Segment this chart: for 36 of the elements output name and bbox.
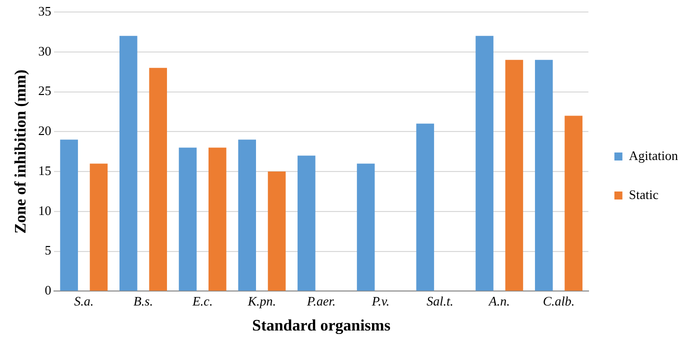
bar bbox=[476, 36, 494, 291]
x-tick-label: S.a. bbox=[74, 293, 94, 308]
bar bbox=[534, 60, 553, 291]
bar bbox=[268, 172, 286, 291]
y-tick-label: 5 bbox=[44, 242, 52, 258]
bar bbox=[564, 116, 582, 291]
bar bbox=[298, 156, 316, 291]
bar bbox=[238, 140, 256, 291]
bar bbox=[90, 164, 108, 291]
x-tick-label: E.c. bbox=[191, 293, 213, 308]
y-tick-label: 0 bbox=[44, 282, 52, 298]
x-axis-title: Standard organisms bbox=[252, 318, 390, 335]
bar bbox=[60, 140, 78, 291]
x-tick-label: A.n. bbox=[488, 293, 510, 308]
x-tick-label: C.alb. bbox=[542, 293, 575, 308]
y-tick-label: 25 bbox=[38, 83, 52, 98]
x-tick-label: P.aer. bbox=[306, 293, 336, 308]
x-tick-label: B.s. bbox=[133, 293, 153, 308]
x-tick-label: P.v. bbox=[370, 293, 390, 308]
y-tick-label: 20 bbox=[38, 123, 52, 138]
bar bbox=[119, 36, 138, 291]
y-tick-label: 35 bbox=[38, 3, 52, 18]
y-tick-label: 30 bbox=[38, 43, 52, 58]
y-axis-title: Zone of inhibition (mm) bbox=[12, 70, 30, 234]
bar bbox=[416, 124, 434, 291]
bar bbox=[356, 164, 375, 291]
bar bbox=[505, 60, 524, 291]
y-tick-label: 15 bbox=[38, 162, 52, 178]
bar bbox=[149, 68, 167, 291]
x-tick-label: K.pn. bbox=[246, 293, 276, 308]
x-tick-label: Sal.t. bbox=[426, 293, 454, 308]
y-tick-label: 10 bbox=[38, 202, 52, 218]
bar bbox=[208, 148, 226, 291]
bar bbox=[178, 148, 197, 291]
legend-label: Agitation bbox=[628, 148, 678, 163]
legend-label: Static bbox=[628, 186, 659, 202]
